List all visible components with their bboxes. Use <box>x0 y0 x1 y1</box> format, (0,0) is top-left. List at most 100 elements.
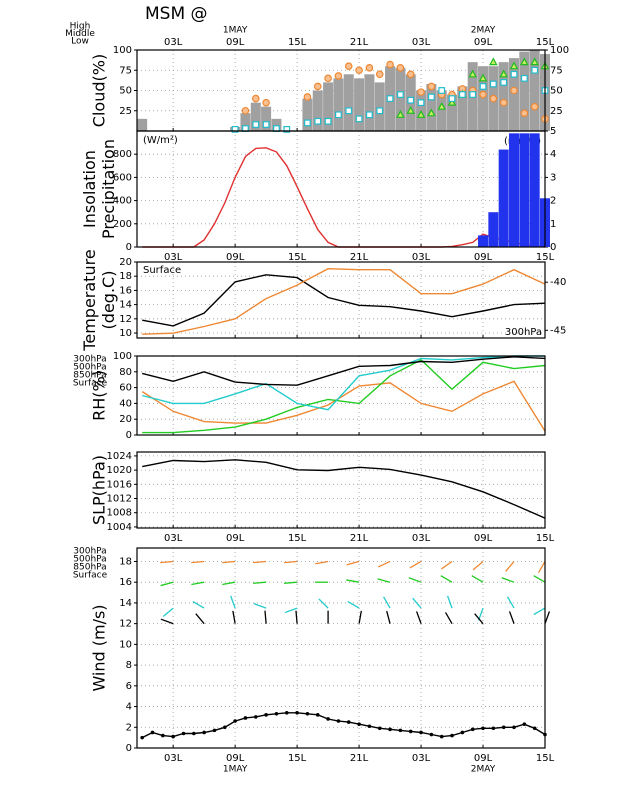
wind-barb <box>501 577 515 583</box>
point <box>192 731 196 736</box>
marker <box>530 57 539 66</box>
marker <box>427 82 436 91</box>
wind-barb <box>230 595 236 609</box>
y-tick-label: 80 <box>119 367 132 378</box>
marker <box>262 98 270 107</box>
marker <box>231 125 239 133</box>
wind-barb <box>472 560 484 571</box>
wind-barb <box>408 577 422 583</box>
marker <box>262 121 270 128</box>
panel-frame <box>136 130 546 248</box>
marker <box>447 97 457 106</box>
x-tick-label: 15L <box>288 37 307 48</box>
y-tick-label: 14 <box>119 598 132 609</box>
x-tick-label: 15L <box>288 533 307 544</box>
y2-tick-label: 50 <box>550 86 563 97</box>
marker <box>520 74 528 82</box>
point <box>501 725 506 730</box>
marker <box>499 98 508 107</box>
wind-barb <box>160 560 174 564</box>
bar <box>447 94 458 131</box>
x-tick-label: 09L <box>226 753 245 764</box>
point <box>460 730 465 735</box>
point <box>336 719 341 723</box>
wind-barb <box>253 581 267 584</box>
legend-label: Surface <box>73 571 108 581</box>
marker <box>396 91 404 98</box>
point <box>150 730 155 735</box>
marker <box>376 107 384 115</box>
bar <box>343 74 354 131</box>
wind-barb <box>544 611 551 624</box>
marker <box>252 121 260 128</box>
marker <box>499 69 508 78</box>
point <box>388 727 392 732</box>
legend-label: 850hPa <box>73 371 106 381</box>
panel-frame <box>136 451 546 529</box>
point <box>326 717 330 721</box>
y2-tick-label: -40 <box>550 277 566 288</box>
date-label: 2MAY <box>471 765 496 775</box>
line <box>142 267 546 335</box>
bar <box>240 113 251 131</box>
marker <box>345 107 353 115</box>
y-tick-label: 1016 <box>107 479 132 490</box>
wind-barb <box>264 610 267 624</box>
y-tick-label: 100 <box>113 351 132 362</box>
wind-barb <box>446 595 453 609</box>
bar <box>478 66 489 131</box>
x-tick-label: 15L <box>536 753 555 764</box>
y2-tick-label: 5 <box>550 126 556 137</box>
point <box>512 725 516 730</box>
x-tick-label: 03L <box>412 252 431 263</box>
wind-barb <box>440 575 453 583</box>
legend-label: 850hPa <box>73 563 106 573</box>
panel-frame <box>136 261 546 339</box>
point <box>140 735 144 740</box>
legend-label: Surface <box>73 379 108 389</box>
page-title: MSM @ <box>145 4 208 24</box>
bar <box>271 118 282 131</box>
marker <box>520 57 529 66</box>
wind-barb <box>295 610 298 624</box>
marker <box>283 125 291 133</box>
marker <box>396 110 405 118</box>
marker <box>366 111 373 119</box>
y-tick-label: 1008 <box>107 508 132 519</box>
wind-barb <box>232 610 236 624</box>
marker <box>427 93 435 101</box>
bar <box>374 82 385 131</box>
legend-label: Low <box>71 37 89 47</box>
line <box>142 459 546 519</box>
point <box>284 710 289 715</box>
y-tick-label: 100 <box>113 45 132 56</box>
wind-barb <box>160 618 174 625</box>
y2-tick-label: 2 <box>550 196 556 207</box>
marker <box>334 72 343 80</box>
line <box>142 356 546 386</box>
bar <box>509 133 520 247</box>
marker <box>417 88 425 96</box>
point <box>212 728 217 733</box>
y-tick-label: 1020 <box>107 465 132 476</box>
x-tick-label: 15L <box>536 252 555 263</box>
y2-tick-label: 75 <box>550 65 563 76</box>
legend-label: Surface <box>143 265 181 276</box>
y2-tick-label: 25 <box>550 106 563 117</box>
y-axis-title: (deg.C) <box>99 271 118 330</box>
bar <box>529 133 540 247</box>
point <box>419 730 423 735</box>
marker <box>386 60 394 69</box>
bar <box>354 78 365 131</box>
wind-barb <box>505 561 515 572</box>
marker <box>531 66 539 74</box>
bar <box>457 86 468 131</box>
bar <box>312 90 323 131</box>
point <box>481 726 485 731</box>
x-tick-label: 03L <box>164 533 183 544</box>
y2-tick-label: 0 <box>550 242 556 253</box>
wind-barb <box>318 598 329 609</box>
y-tick-label: 4 <box>126 702 132 713</box>
wind-barb <box>192 601 205 609</box>
y-tick-label: 18 <box>119 271 132 282</box>
